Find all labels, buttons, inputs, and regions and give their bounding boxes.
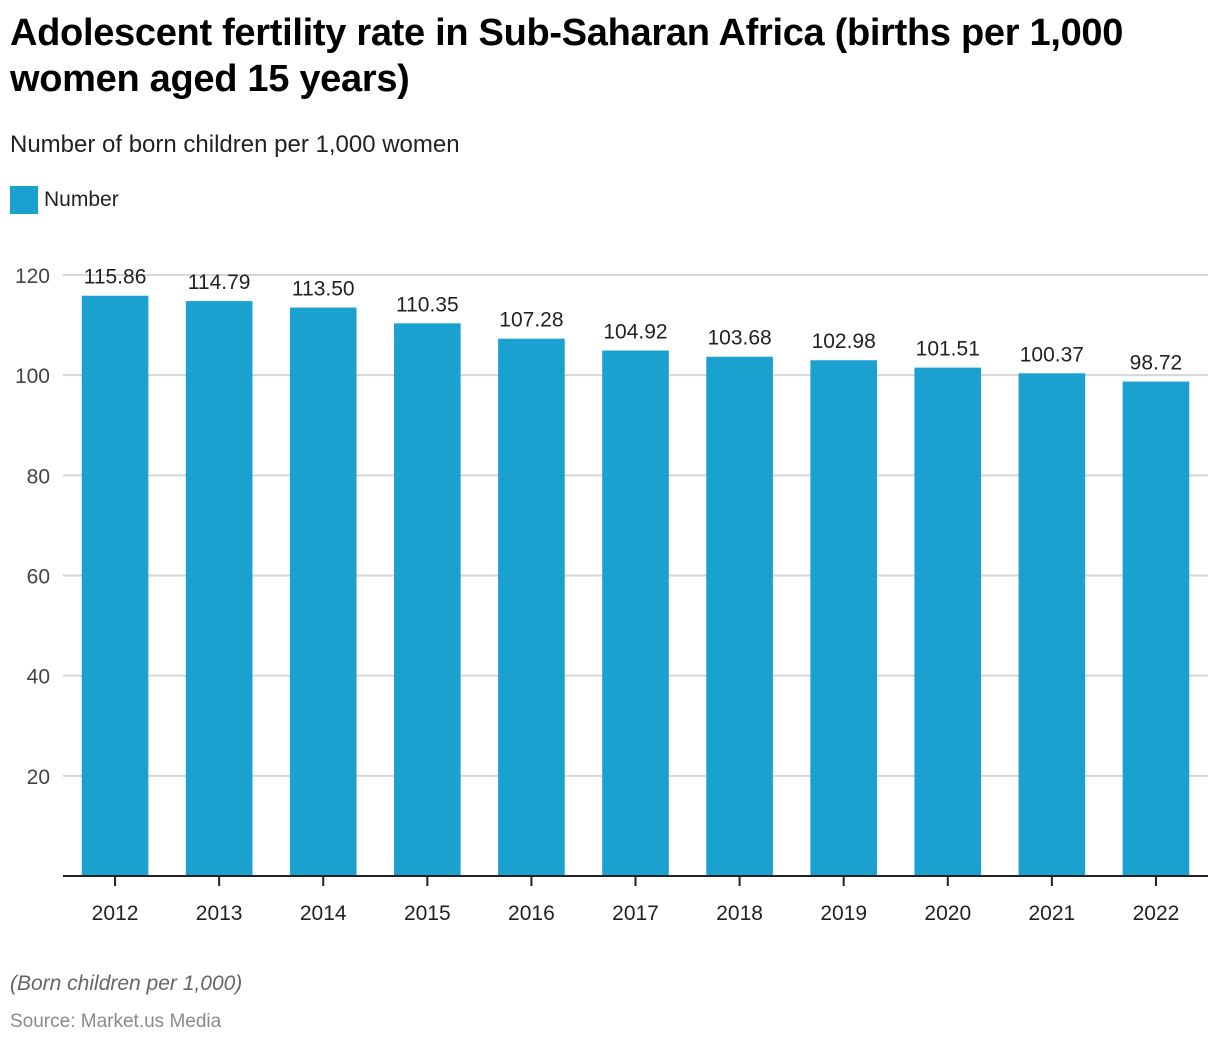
y-tick-label: 120 [15,265,50,288]
x-tick-label: 2021 [1029,902,1076,925]
x-tick-label: 2014 [300,902,347,925]
footnote: (Born children per 1,000) [10,972,243,995]
y-tick-label: 100 [15,365,50,388]
y-axis-ticks: 20 40 60 80 100 120 [15,265,50,789]
bar [914,367,982,876]
x-tick-label: 2022 [1133,902,1180,925]
x-axis-ticks: 2012 2013 2014 2015 2016 2017 2018 2019 2020 2021… [92,876,1180,925]
x-tick-label: 2019 [820,902,867,925]
legend-label: Number [44,188,119,211]
bars [81,295,1190,877]
bar [602,350,669,877]
x-tick-label: 2016 [508,902,555,925]
data-labels: 115.86 114.79 113.50 110.35 107.28 104.92 103.… [84,266,1183,375]
bar [81,295,149,876]
bar [289,307,357,876]
x-tick-label: 2020 [924,902,971,925]
bar [810,360,877,876]
data-label: 98.72 [1130,352,1183,375]
bar [498,338,565,876]
bar [394,323,461,876]
bar [1018,373,1086,876]
data-label: 100.37 [1020,343,1084,366]
y-tick-label: 40 [27,666,50,689]
data-label: 107.28 [499,309,563,332]
data-label: 103.68 [707,327,771,350]
bar [706,356,773,877]
data-label: 101.51 [916,338,980,361]
x-tick-label: 2012 [92,902,139,925]
x-tick-label: 2018 [716,902,763,925]
data-label: 102.98 [812,330,876,353]
legend-swatch [10,186,38,214]
x-tick-label: 2013 [196,902,243,925]
legend: Number [10,186,119,214]
data-label: 104.92 [603,321,667,344]
y-tick-label: 80 [27,465,50,488]
data-label: 110.35 [396,293,459,316]
data-label: 113.50 [292,278,355,301]
data-label: 114.79 [188,271,251,294]
x-tick-label: 2017 [612,902,659,925]
bar [185,301,253,877]
x-tick-label: 2015 [404,902,451,925]
bar [1122,381,1190,876]
data-label: 115.86 [84,266,147,289]
chart-title: Adolescent fertility rate in Sub-Saharan… [10,12,1124,100]
chart-subtitle: Number of born children per 1,000 women [10,131,460,158]
y-tick-label: 60 [27,566,50,589]
y-tick-label: 20 [27,766,50,789]
source-note: Source: Market.us Media [10,1011,222,1032]
